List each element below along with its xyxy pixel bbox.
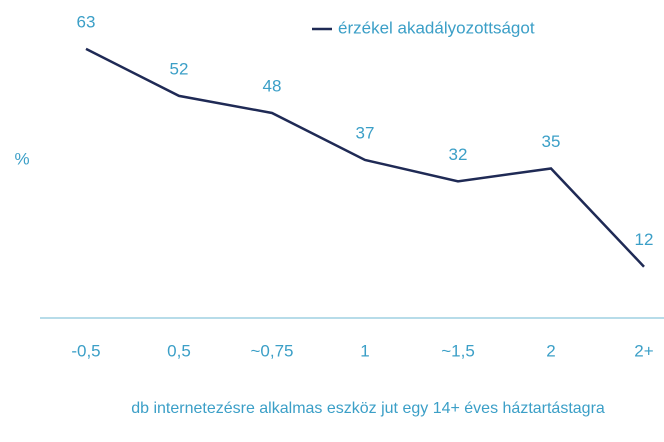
data-label: 37 [356,123,375,142]
series-line [85,47,645,268]
x-axis-title: db internetezésre alkalmas eszköz jut eg… [131,400,605,417]
data-label: 35 [542,132,561,151]
x-tick-label: 2 [546,341,555,360]
x-tick-label: 1 [360,341,369,360]
data-label: 48 [263,76,282,95]
x-tick-label: ~0,75 [250,341,293,360]
y-axis-label: % [14,149,29,168]
legend-label: érzékel akadályozottságot [338,18,535,37]
data-label: 52 [170,59,189,78]
x-tick-label: 0,5 [167,341,191,360]
data-label: 63 [77,12,96,31]
x-tick-label: 2+ [634,341,653,360]
data-label: 12 [635,230,654,249]
data-label: 32 [449,145,468,164]
x-tick-label: ~1,5 [441,341,475,360]
x-tick-label: -0,5 [71,341,100,360]
